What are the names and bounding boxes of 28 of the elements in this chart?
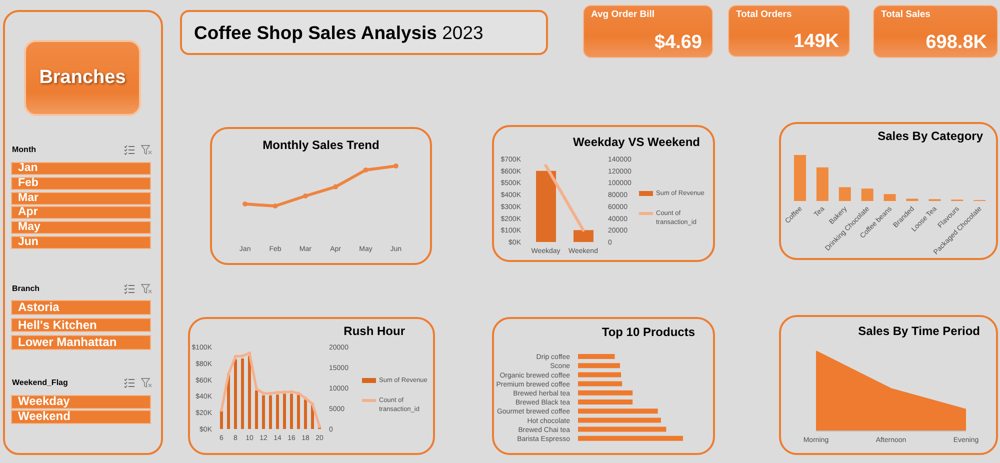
filter-button: Lower Manhattan (11, 335, 151, 350)
filter-button: Jan (11, 162, 151, 175)
filter-button: Weekday (11, 395, 151, 408)
filter-button: Apr (11, 206, 151, 220)
text: Total Orders (736, 9, 792, 20)
text: Avg Order Bill (591, 9, 655, 20)
chart-title: Sales By Time Period (858, 323, 980, 339)
chart-title: Monthly Sales Trend (262, 137, 380, 153)
text: 149K (794, 31, 839, 53)
text: Weekend_Flag (12, 378, 68, 388)
text: Weekday VS Weekend (573, 134, 700, 150)
filter-button: Weekend (11, 410, 151, 424)
text: $4.69 (654, 32, 702, 54)
filter-button: Hell's Kitchen (11, 318, 151, 332)
text: Branches (39, 67, 126, 89)
filter-button: Jun (11, 236, 151, 249)
text: Month (12, 145, 36, 155)
filter-button: May (11, 221, 151, 234)
text: Total Sales (881, 9, 930, 20)
text: Rush Hour (344, 323, 405, 339)
chart-title: Top 10 Products (602, 324, 695, 340)
filter-button: Astoria (11, 300, 151, 314)
text: 698.8K (926, 32, 987, 54)
text: Branch (12, 284, 40, 294)
chart-title: Sales By Category (878, 128, 983, 144)
filter-button: Mar (11, 192, 151, 205)
text: Coffee Shop Sales Analysis 2023 (194, 22, 484, 44)
filter-button: Feb (11, 176, 151, 190)
